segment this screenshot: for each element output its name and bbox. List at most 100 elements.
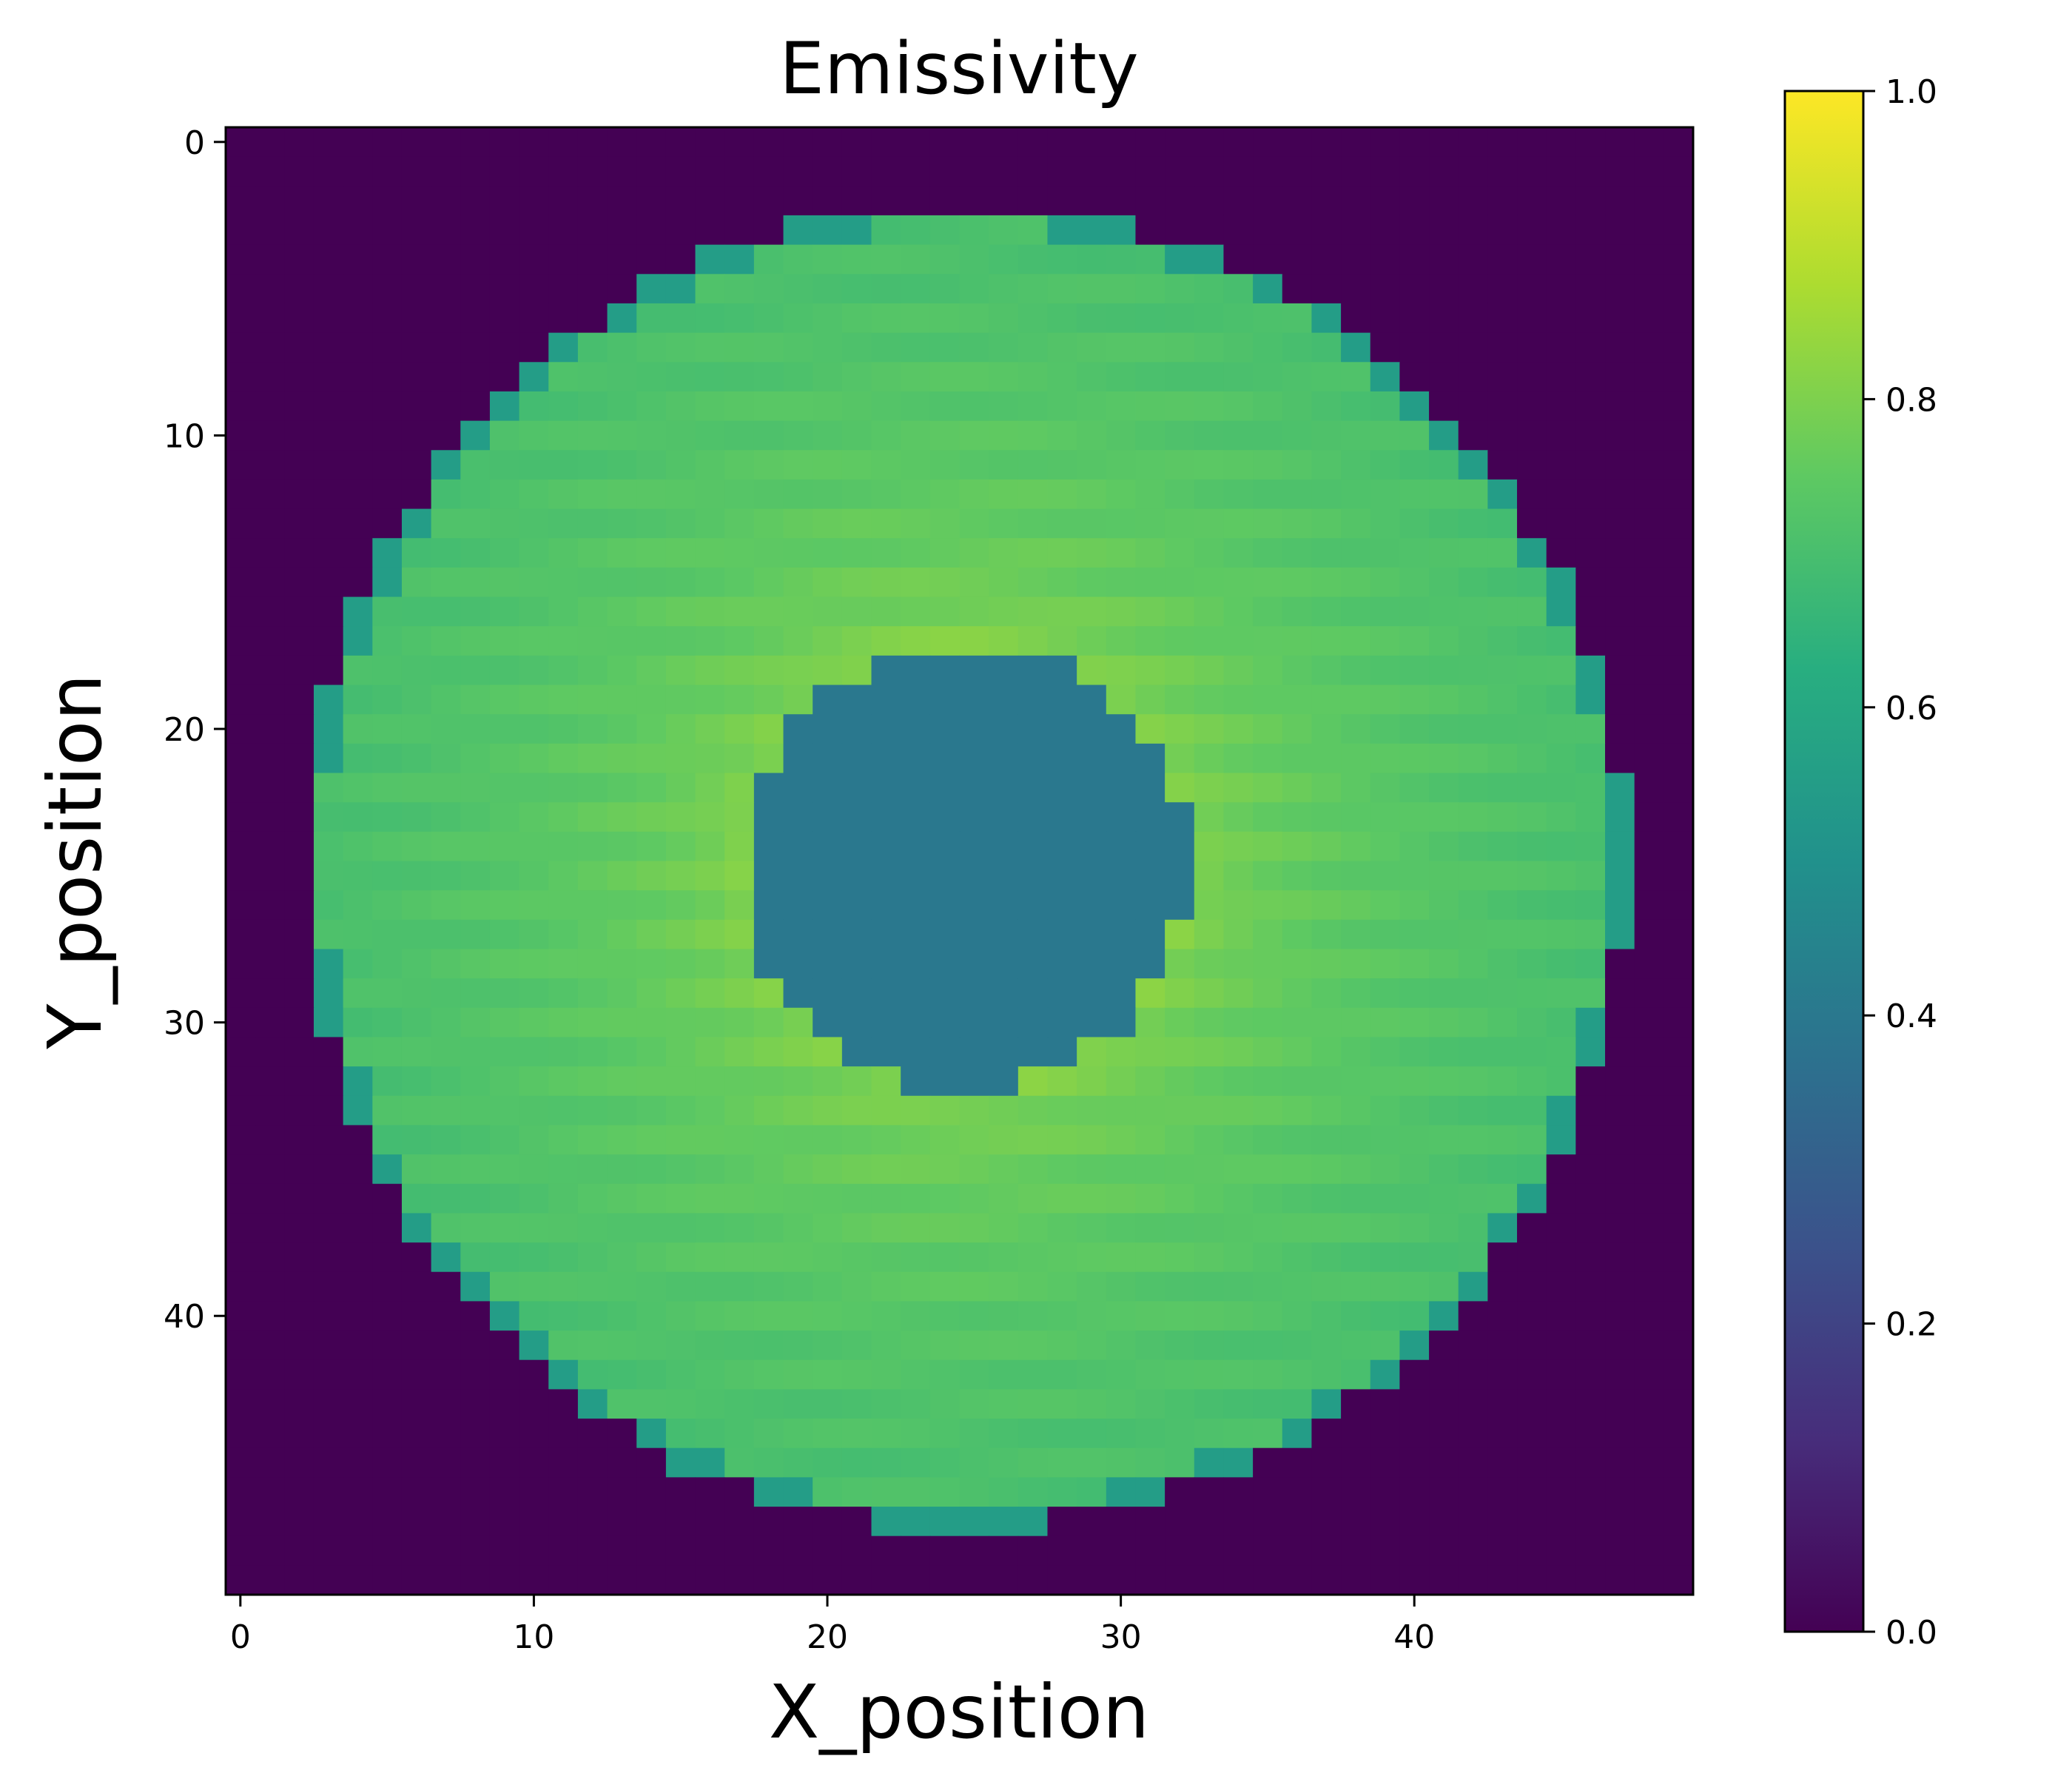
heatmap-cell: [1605, 244, 1635, 275]
heatmap-cell: [1165, 596, 1195, 627]
heatmap-cell: [1135, 1095, 1166, 1126]
heatmap-cell: [460, 1301, 491, 1331]
heatmap-cell: [372, 479, 403, 510]
heatmap-cell: [1546, 156, 1576, 186]
heatmap-cell: [959, 215, 989, 246]
heatmap-cell: [1018, 773, 1049, 803]
heatmap-cell: [1605, 1301, 1635, 1331]
heatmap-cell: [1018, 1154, 1049, 1185]
heatmap-cell: [226, 1125, 256, 1155]
heatmap-cell: [871, 1389, 901, 1419]
heatmap-cell: [1487, 567, 1518, 598]
heatmap-cell: [959, 479, 989, 510]
heatmap-cell: [959, 802, 989, 832]
heatmap-cell: [665, 978, 696, 1009]
heatmap-cell: [460, 479, 491, 510]
heatmap-cell: [1106, 1125, 1137, 1155]
heatmap-cell: [1223, 274, 1254, 304]
heatmap-cell: [1517, 773, 1547, 803]
heatmap-cell: [1370, 1359, 1400, 1390]
heatmap-cell: [607, 1536, 637, 1566]
heatmap-cell: [665, 127, 696, 158]
heatmap-cell: [1399, 1066, 1430, 1097]
heatmap-cell: [1194, 1213, 1225, 1243]
heatmap-cell: [929, 1095, 961, 1126]
heatmap-cell: [372, 978, 403, 1009]
heatmap-cell: [1664, 1536, 1694, 1566]
heatmap-cell: [607, 773, 637, 803]
heatmap-cell: [959, 1037, 989, 1067]
heatmap-cell: [989, 127, 1019, 158]
heatmap-cell: [1664, 861, 1694, 891]
heatmap-cell: [1487, 743, 1518, 774]
heatmap-cell: [1106, 684, 1137, 715]
heatmap-cell: [1664, 1271, 1694, 1302]
heatmap-cell: [431, 303, 461, 334]
heatmap-cell: [1165, 802, 1195, 832]
heatmap-cell: [1664, 773, 1694, 803]
heatmap-cell: [901, 1447, 931, 1478]
heatmap-cell: [1458, 1507, 1488, 1537]
heatmap-cell: [989, 274, 1019, 304]
heatmap-cell: [401, 596, 432, 627]
heatmap-cell: [1135, 1301, 1166, 1331]
heatmap-cell: [813, 1095, 843, 1126]
heatmap-cell: [695, 479, 725, 510]
heatmap-cell: [959, 1183, 989, 1214]
heatmap-cell: [519, 1565, 549, 1595]
heatmap-cell: [665, 655, 696, 686]
heatmap-cell: [1546, 1125, 1576, 1155]
heatmap-cell: [1429, 127, 1459, 158]
heatmap-cell: [607, 978, 637, 1009]
heatmap-cell: [313, 362, 344, 392]
heatmap-cell: [959, 919, 989, 950]
heatmap-cell: [1458, 479, 1488, 510]
heatmap-cell: [1165, 714, 1195, 744]
heatmap-cell: [1135, 626, 1166, 656]
heatmap-cell: [372, 244, 403, 275]
heatmap-cell: [577, 1359, 608, 1390]
heatmap-cell: [607, 420, 637, 451]
heatmap-cell: [724, 919, 755, 950]
heatmap-cell: [401, 1447, 432, 1478]
heatmap-cell: [929, 714, 961, 744]
heatmap-cell: [1223, 1331, 1254, 1361]
heatmap-cell: [1487, 1536, 1518, 1566]
heatmap-cell: [372, 450, 403, 480]
heatmap-cell: [1605, 274, 1635, 304]
heatmap-cell: [695, 303, 725, 334]
heatmap-cell: [226, 1536, 256, 1566]
heatmap-cell: [1575, 1565, 1606, 1595]
heatmap-cell: [255, 655, 285, 686]
heatmap-cell: [372, 861, 403, 891]
heatmap-cell: [1546, 215, 1576, 246]
heatmap-cell: [607, 332, 637, 363]
heatmap-cell: [1253, 1125, 1283, 1155]
heatmap-cell: [1253, 1447, 1283, 1478]
heatmap-cell: [1018, 186, 1049, 216]
heatmap-cell: [519, 1271, 549, 1302]
heatmap-cell: [841, 919, 872, 950]
heatmap-cell: [284, 1066, 314, 1097]
heatmap-cell: [1253, 215, 1283, 246]
heatmap-cell: [1253, 1242, 1283, 1273]
heatmap-cell: [1341, 215, 1371, 246]
heatmap-cell: [607, 450, 637, 480]
heatmap-cell: [1341, 596, 1371, 627]
heatmap-cell: [577, 1565, 608, 1595]
heatmap-cell: [548, 538, 579, 568]
heatmap-cell: [313, 1183, 344, 1214]
heatmap-cell: [284, 186, 314, 216]
heatmap-cell: [1135, 420, 1166, 451]
heatmap-cell: [1605, 332, 1635, 363]
heatmap-cell: [989, 1183, 1019, 1214]
heatmap-cell: [1223, 596, 1254, 627]
heatmap-cell: [1311, 1565, 1342, 1595]
heatmap-cell: [1546, 244, 1576, 275]
heatmap-cell: [401, 919, 432, 950]
heatmap-cell: [460, 1565, 491, 1595]
heatmap-cell: [1165, 186, 1195, 216]
heatmap-cell: [1077, 186, 1107, 216]
heatmap-cell: [1341, 391, 1371, 422]
heatmap-cell: [431, 1507, 461, 1537]
